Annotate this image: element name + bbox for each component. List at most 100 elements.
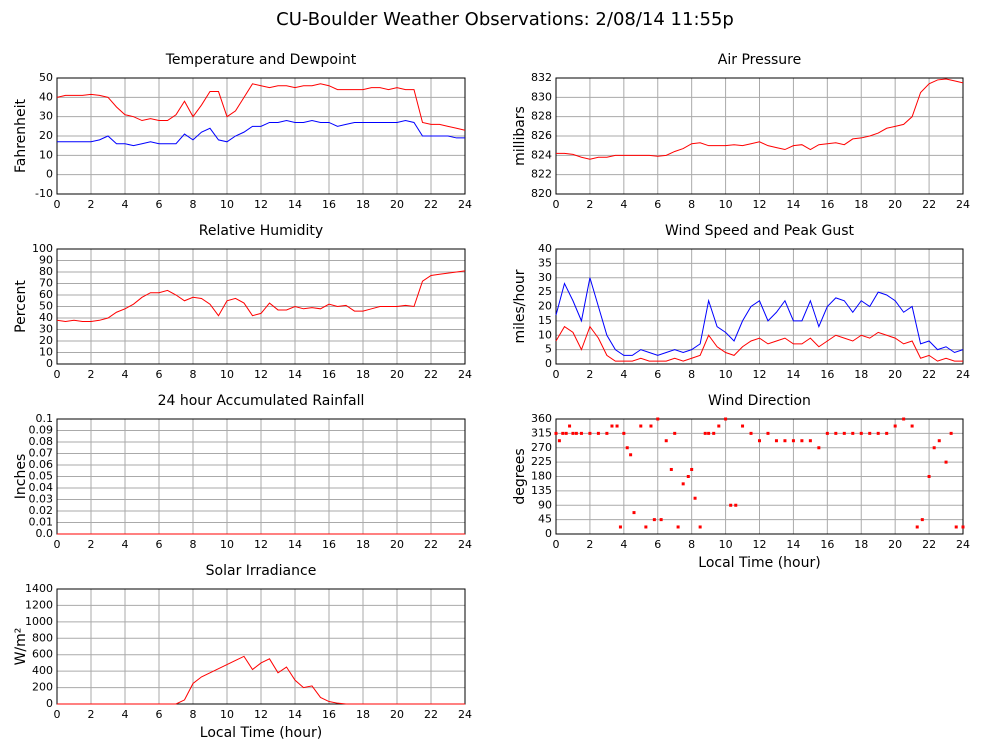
y-tick-label: 0.05	[29, 470, 54, 483]
data-point	[712, 431, 716, 435]
x-tick-label: 8	[688, 368, 695, 381]
x-tick-label: 4	[122, 538, 129, 551]
x-tick-label: 4	[122, 198, 129, 211]
data-point	[800, 439, 804, 443]
x-tick-label: 2	[586, 538, 593, 551]
x-tick-label: 0	[553, 368, 560, 381]
data-point	[703, 431, 707, 435]
y-tick-label: 824	[531, 148, 552, 161]
data-point	[893, 424, 897, 428]
x-tick-label: 20	[390, 198, 404, 211]
x-tick-label: 0	[553, 198, 560, 211]
panel-title: Temperature and Dewpoint	[165, 52, 357, 68]
y-tick-label: 0.04	[29, 481, 54, 494]
y-tick-label: 45	[538, 513, 552, 526]
data-point	[766, 431, 770, 435]
data-line	[556, 78, 964, 160]
data-point	[949, 431, 953, 435]
x-tick-label: 22	[922, 368, 936, 381]
data-point	[686, 475, 690, 478]
data-point	[885, 431, 889, 435]
plot-frame	[56, 77, 466, 195]
y-tick-label: 832	[531, 71, 552, 84]
data-point	[910, 424, 914, 428]
data-point	[808, 439, 812, 443]
y-tick-label: 360	[531, 412, 552, 425]
data-point	[622, 431, 626, 435]
x-tick-label: 6	[156, 538, 163, 551]
y-tick-label: 0.08	[29, 435, 54, 448]
y-tick-label: 0	[46, 697, 53, 710]
data-point	[915, 525, 919, 529]
x-tick-label: 20	[888, 368, 902, 381]
x-tick-label: 0	[553, 538, 560, 551]
data-point	[649, 424, 653, 428]
plot-frame	[555, 248, 964, 365]
x-tick-label: 8	[190, 708, 197, 721]
x-tick-label: 18	[356, 538, 370, 551]
y-tick-label: 90	[39, 254, 53, 267]
y-tick-label: 30	[39, 110, 53, 123]
y-tick-label: 40	[39, 90, 53, 103]
y-tick-label: 20	[538, 300, 552, 313]
data-point	[707, 431, 711, 435]
data-point	[954, 525, 958, 529]
y-tick-label: 0	[46, 357, 53, 370]
x-tick-label: 14	[786, 538, 800, 551]
x-tick-label: 18	[854, 198, 868, 211]
y-tick-label: 822	[531, 168, 552, 181]
data-line	[57, 655, 465, 705]
y-tick-label: 20	[39, 129, 53, 142]
data-point	[568, 424, 572, 428]
data-point	[664, 439, 668, 443]
data-point	[625, 446, 629, 450]
data-point	[734, 503, 738, 507]
y-tick-label: 70	[39, 277, 53, 290]
data-point	[693, 496, 697, 500]
data-point	[944, 460, 948, 464]
y-axis-label: Fahrenheit	[13, 98, 29, 173]
x-tick-label: 16	[322, 198, 336, 211]
x-tick-label: 2	[586, 368, 593, 381]
y-tick-label: 10	[538, 328, 552, 341]
x-tick-label: 12	[753, 368, 767, 381]
y-axis-label: W/m²	[13, 628, 29, 666]
data-point	[615, 424, 619, 428]
x-tick-label: 16	[322, 708, 336, 721]
data-point	[724, 417, 728, 421]
data-point	[618, 525, 622, 529]
y-axis-label: miles/hour	[512, 269, 528, 343]
y-tick-label: 0.02	[29, 504, 54, 517]
data-point	[774, 439, 778, 443]
y-tick-label: 40	[39, 311, 53, 324]
x-tick-label: 20	[390, 538, 404, 551]
y-tick-label: 80	[39, 265, 53, 278]
x-tick-label: 22	[424, 708, 438, 721]
x-tick-label: 16	[820, 538, 834, 551]
x-tick-label: 12	[254, 538, 268, 551]
x-axis-label: Local Time (hour)	[200, 725, 322, 741]
data-point	[741, 424, 745, 428]
y-tick-label: 0.09	[29, 424, 54, 437]
y-tick-label: 828	[531, 110, 552, 123]
data-point	[961, 525, 965, 529]
y-tick-label: 0.01	[29, 516, 54, 529]
x-tick-label: 24	[458, 368, 472, 381]
x-tick-label: 10	[220, 368, 234, 381]
data-point	[920, 518, 924, 522]
x-tick-label: 14	[288, 198, 302, 211]
y-tick-label: 35	[538, 256, 552, 269]
y-tick-label: 600	[32, 648, 53, 661]
data-point	[652, 518, 656, 522]
data-line	[555, 277, 964, 356]
x-tick-label: 6	[654, 368, 661, 381]
x-tick-label: 12	[753, 538, 767, 551]
x-tick-label: 18	[356, 368, 370, 381]
data-point	[610, 424, 614, 428]
data-point	[876, 431, 880, 435]
y-tick-label: 0	[46, 168, 53, 181]
x-tick-label: 4	[122, 368, 129, 381]
data-point	[729, 503, 733, 507]
y-tick-label: 830	[531, 90, 552, 103]
data-point	[632, 511, 636, 515]
